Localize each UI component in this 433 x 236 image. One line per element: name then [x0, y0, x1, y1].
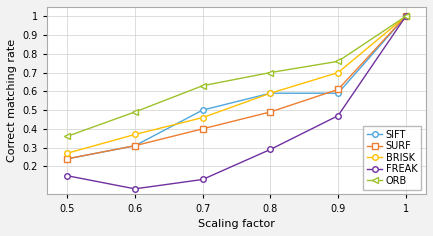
- BRISK: [268, 92, 273, 95]
- Y-axis label: Correct matching rate: Correct matching rate: [7, 39, 17, 162]
- FREAK: [65, 174, 70, 177]
- BRISK: [336, 71, 341, 74]
- ORB: [65, 135, 70, 138]
- BRISK: [200, 116, 205, 119]
- Line: ORB: ORB: [65, 13, 408, 139]
- BRISK: [132, 133, 138, 136]
- ORB: [132, 110, 138, 113]
- SURF: [200, 127, 205, 130]
- X-axis label: Scaling factor: Scaling factor: [198, 219, 275, 229]
- ORB: [336, 60, 341, 63]
- FREAK: [268, 148, 273, 151]
- ORB: [268, 71, 273, 74]
- Line: FREAK: FREAK: [65, 13, 408, 192]
- SIFT: [65, 157, 70, 160]
- Line: SIFT: SIFT: [65, 13, 408, 162]
- SIFT: [132, 144, 138, 147]
- SIFT: [336, 92, 341, 95]
- FREAK: [403, 15, 408, 18]
- SURF: [403, 15, 408, 18]
- FREAK: [200, 178, 205, 181]
- ORB: [403, 15, 408, 18]
- SURF: [65, 157, 70, 160]
- BRISK: [403, 15, 408, 18]
- ORB: [200, 84, 205, 87]
- SURF: [268, 110, 273, 113]
- SIFT: [403, 15, 408, 18]
- Line: SURF: SURF: [65, 13, 408, 162]
- FREAK: [336, 114, 341, 117]
- SIFT: [268, 92, 273, 95]
- SIFT: [200, 109, 205, 111]
- Line: BRISK: BRISK: [65, 13, 408, 156]
- SURF: [132, 144, 138, 147]
- BRISK: [65, 152, 70, 155]
- SURF: [336, 88, 341, 91]
- FREAK: [132, 187, 138, 190]
- Legend: SIFT, SURF, BRISK, FREAK, ORB: SIFT, SURF, BRISK, FREAK, ORB: [363, 126, 421, 190]
